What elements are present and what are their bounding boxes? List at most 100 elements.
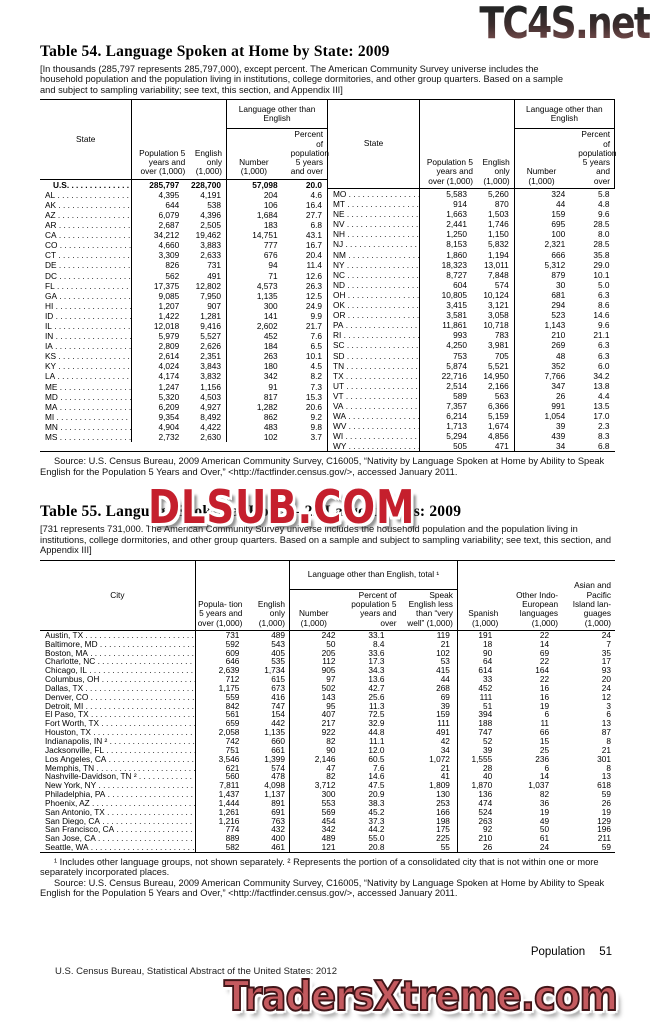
cell: 13 xyxy=(601,718,611,729)
table54-universe-note: [In thousands (285,797 represents 285,79… xyxy=(40,64,564,95)
page-section-label: Population xyxy=(530,946,586,958)
cell: 60.5 xyxy=(368,753,385,764)
cell: 2,614 xyxy=(158,351,180,362)
cell: 6,214 xyxy=(446,411,467,422)
table-row: NY 18,323 13,011 5,312 29.0 xyxy=(328,259,615,270)
cell: 5,312 xyxy=(544,259,566,270)
row-label: Jacksonville, FL xyxy=(40,745,196,755)
cell: 582 xyxy=(225,842,240,853)
table54-left-half: State Population 5 years and over (1,000… xyxy=(40,100,329,452)
cell: 4,856 xyxy=(476,431,515,442)
cell: 4,927 xyxy=(189,401,228,412)
table-row: San Diego, CA 1,216 763 454 37.3 198 263 49 129 xyxy=(40,815,615,826)
row-label: VT xyxy=(328,390,421,401)
cell: 8,492 xyxy=(189,411,228,422)
table-row: MO 5,583 5,260 324 5.8 xyxy=(328,188,615,200)
table54-source-note: Source: U.S. Census Bureau, 2009 America… xyxy=(40,456,605,477)
row-label: Memphis, TN xyxy=(40,763,196,773)
table-row: CT 3,309 2,633 676 20.4 xyxy=(40,250,327,261)
cell: 523 xyxy=(551,310,566,321)
cell: 14.6 xyxy=(368,771,385,782)
table-row: WI 5,294 4,856 439 8.3 xyxy=(328,431,615,442)
cell: 1,713 xyxy=(446,421,467,432)
cell: 561 xyxy=(225,709,240,720)
row-label: NE xyxy=(328,209,421,220)
cell: 25.6 xyxy=(368,691,385,702)
cell: 1,261 xyxy=(218,806,240,817)
cell: 483 xyxy=(263,421,278,432)
cell: 69 xyxy=(400,692,458,702)
row-label: Baltimore, MD xyxy=(40,639,196,649)
cell: 9.9 xyxy=(310,310,322,321)
cell: 69 xyxy=(539,647,550,658)
table-row: FL 17,375 12,802 4,573 26.3 xyxy=(40,280,327,291)
cell: 879 xyxy=(551,269,566,280)
cell: 72.5 xyxy=(368,709,385,720)
cell: 5,832 xyxy=(476,239,515,250)
cell: 8,153 xyxy=(446,239,467,250)
cell: 6.3 xyxy=(597,350,610,361)
cell: 8.4 xyxy=(372,638,385,649)
table-row: OK 3,415 3,121 294 8.6 xyxy=(328,300,615,311)
cell: 16.4 xyxy=(305,199,322,210)
cell: 4.5 xyxy=(310,361,322,372)
cell: 914 xyxy=(453,199,467,210)
row-label: Detroit, MI xyxy=(40,701,196,711)
cell: 4,660 xyxy=(158,240,180,251)
row-label: WA xyxy=(328,411,421,422)
table-row: PA 11,861 10,718 1,143 9.6 xyxy=(328,320,615,331)
cell: 1,207 xyxy=(158,300,180,311)
cell: 7,766 xyxy=(544,370,566,381)
table-row: MN 4,904 4,422 483 9.8 xyxy=(40,421,327,433)
cell: 263 xyxy=(478,815,493,826)
cell: 14.6 xyxy=(593,310,610,321)
cell: 991 xyxy=(551,400,566,411)
cell: 922 xyxy=(321,727,336,738)
cell: 8.2 xyxy=(310,371,322,382)
cell: 661 xyxy=(246,745,291,755)
cell: 4.6 xyxy=(310,189,322,200)
cell: 3,058 xyxy=(476,310,515,321)
table54-title: Table 54. Language Spoken at Home by Sta… xyxy=(40,43,390,60)
cell: 102 xyxy=(400,648,458,658)
table-row: NC 8,727 7,848 879 10.1 xyxy=(328,269,615,280)
cell: 11.3 xyxy=(368,700,385,711)
row-label: NJ xyxy=(328,239,421,250)
cell: 42.7 xyxy=(368,682,385,693)
cell: 2.3 xyxy=(597,421,610,432)
cell: 21 xyxy=(601,744,611,755)
table-row: IN 5,979 5,527 452 7.6 xyxy=(40,331,327,342)
cell: 8.6 xyxy=(597,300,610,311)
cell: 691 xyxy=(246,807,291,817)
table-row: HI 1,207 907 300 24.9 xyxy=(40,300,327,311)
cell: 285,797 xyxy=(149,179,180,190)
cell: 90 xyxy=(483,647,493,658)
cell: 3,309 xyxy=(158,250,180,261)
cell: 1,503 xyxy=(476,209,515,220)
row-label: U.S. xyxy=(40,179,133,190)
table55-universe-note: [731 represents 731,000. The American Co… xyxy=(40,524,612,556)
cell: 6.3 xyxy=(597,340,610,351)
table54-right-body: MO 5,583 5,260 324 5.8 MT 914 870 44 4.8 NE 1,663 1,… xyxy=(328,188,615,452)
cell: 10,805 xyxy=(441,289,467,300)
cell: 100 xyxy=(551,229,566,240)
cell: 111 xyxy=(400,719,458,729)
table-row: TX 22,716 14,950 7,766 34.2 xyxy=(328,370,615,381)
cell: 826 xyxy=(165,260,180,271)
table-row: DE 826 731 94 11.4 xyxy=(40,260,327,271)
cell: 2,146 xyxy=(314,753,336,764)
cell: 119 xyxy=(400,630,458,640)
cell: 4,573 xyxy=(256,280,278,291)
row-label: AZ xyxy=(40,209,133,221)
cell: 10,124 xyxy=(476,289,515,301)
cell: 32.9 xyxy=(368,718,385,729)
table-row: Los Angeles, CA 3,546 1,399 2,146 60.5 1,072 1… xyxy=(40,753,615,764)
cell: 1,175 xyxy=(218,682,240,693)
row-label: DE xyxy=(40,260,133,271)
table-row: Fort Worth, TX 659 442 217 32.9 111 188 11 13 xyxy=(40,718,615,729)
cell: 842 xyxy=(225,700,240,711)
cell: 17 xyxy=(601,656,611,667)
cell: 1,555 xyxy=(471,753,493,764)
cell: 505 xyxy=(453,441,467,452)
cell: 9,416 xyxy=(189,321,228,332)
